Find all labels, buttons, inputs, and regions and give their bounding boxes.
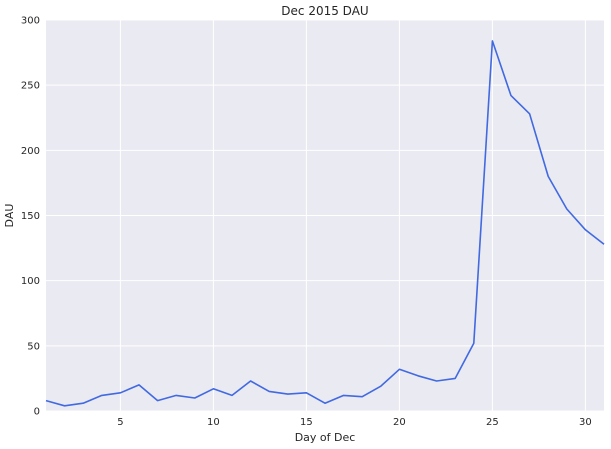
y-tick-label: 150 xyxy=(21,211,40,222)
chart-title: Dec 2015 DAU xyxy=(281,4,368,18)
y-tick-label: 50 xyxy=(27,341,40,352)
y-tick-label: 100 xyxy=(21,276,40,287)
x-tick-label: 30 xyxy=(579,417,592,428)
x-tick-label: 15 xyxy=(300,417,313,428)
y-tick-label: 300 xyxy=(21,16,40,27)
x-tick-label: 10 xyxy=(207,417,220,428)
y-tick-label: 250 xyxy=(21,81,40,92)
series-layer xyxy=(45,40,605,407)
grid-lines xyxy=(46,19,604,412)
x-tick-label: 20 xyxy=(393,417,406,428)
series-line xyxy=(45,40,605,407)
x-tick-label: 5 xyxy=(117,417,123,428)
y-axis-label: DAU xyxy=(3,204,16,228)
x-axis-label: Day of Dec xyxy=(295,431,356,444)
y-tick-label: 0 xyxy=(34,407,40,418)
tick-labels: 0 50 100 150 200 250 300 5 10 15 20 25 30 xyxy=(21,16,592,429)
y-tick-label: 200 xyxy=(21,146,40,157)
x-tick-label: 25 xyxy=(486,417,499,428)
